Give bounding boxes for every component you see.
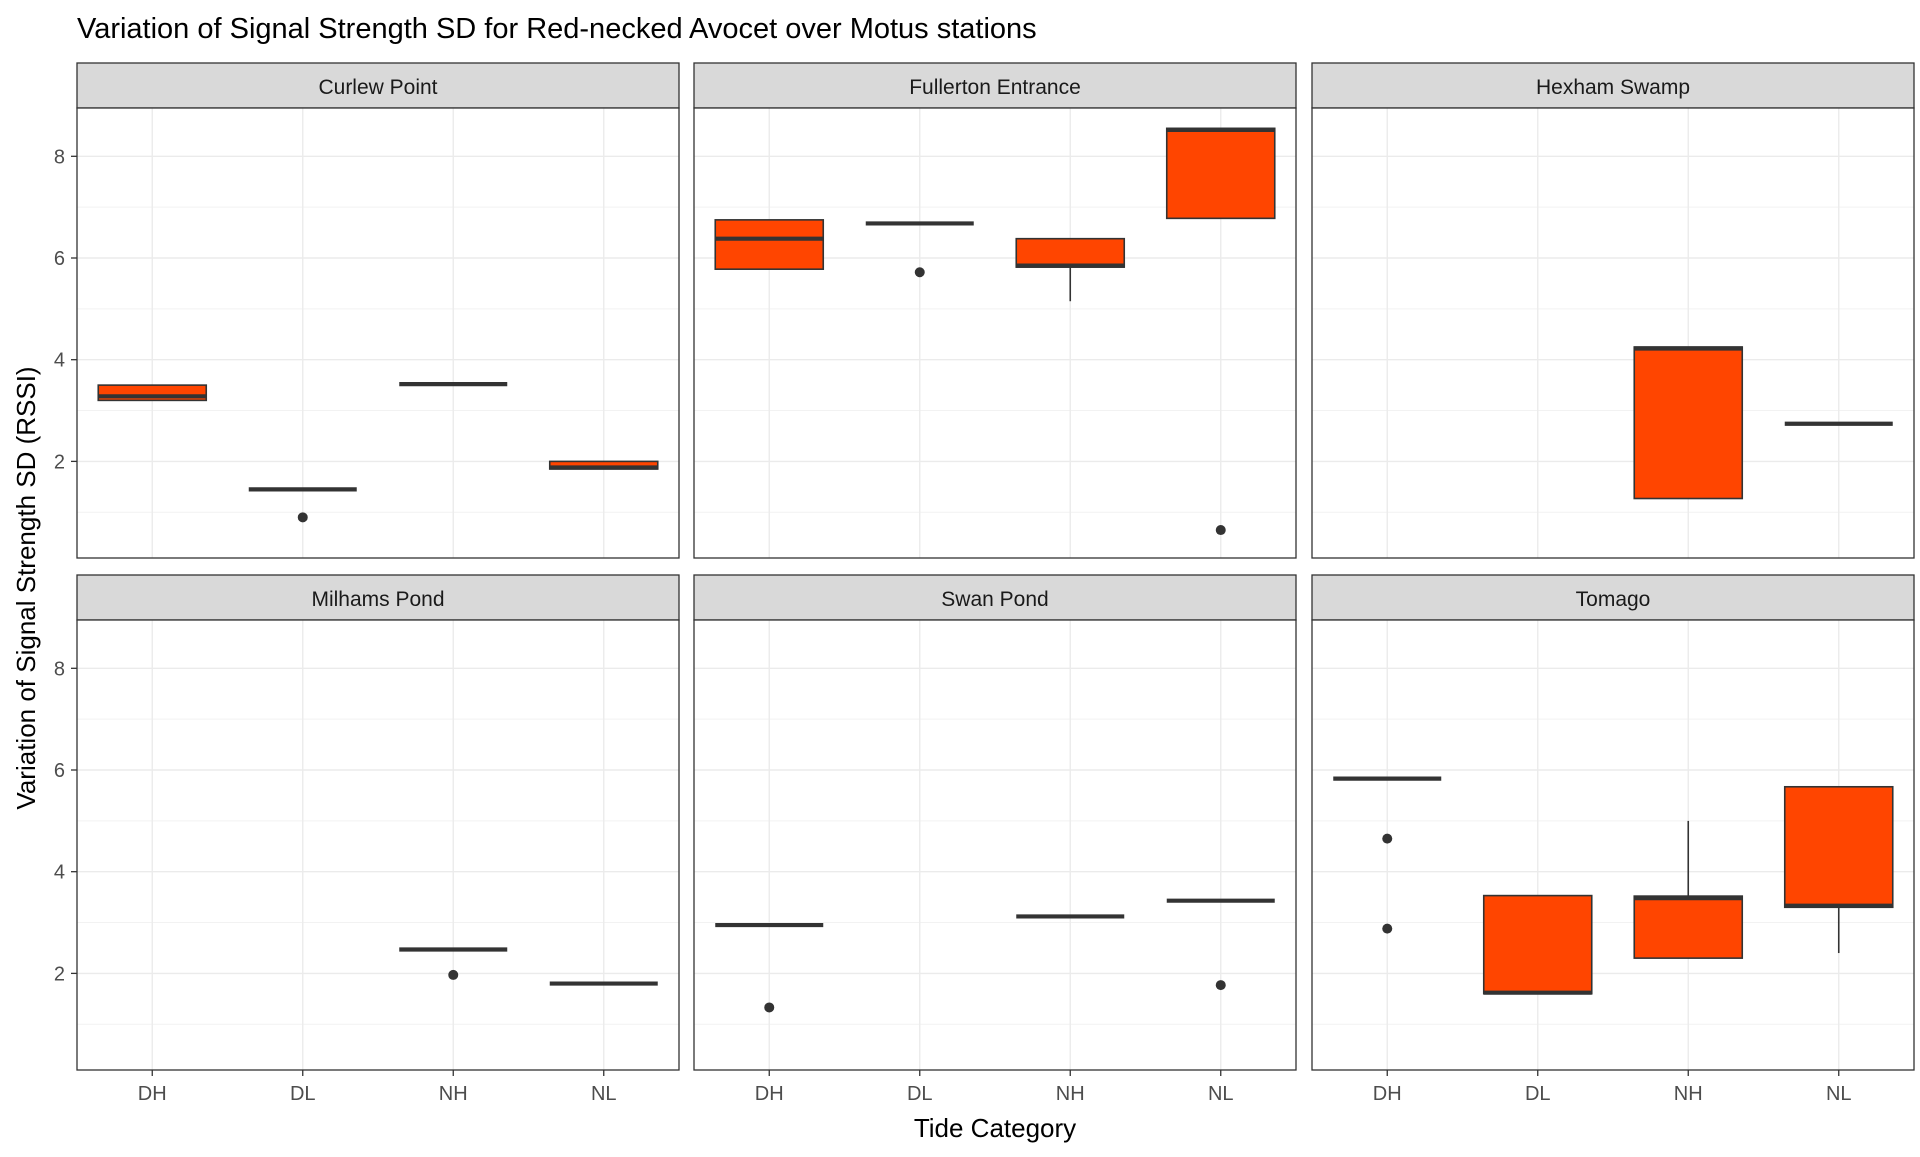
y-tick-label: 6 [54, 760, 65, 782]
facet-strip-label: Fullerton Entrance [909, 76, 1081, 99]
boxplot-nl [1783, 785, 1894, 954]
y-tick-label: 8 [54, 658, 65, 680]
facet-strip-label: Tomago [1576, 588, 1651, 611]
facet-panel: Curlew Point 2 4 6 8 [54, 62, 680, 559]
x-tick-label: NH [439, 1083, 468, 1105]
boxplot-dh [714, 219, 825, 270]
x-tick-label: NH [1674, 1083, 1703, 1105]
facet-strip-label: Hexham Swamp [1536, 76, 1690, 99]
y-tick-label: 2 [54, 451, 65, 473]
y-axis-title: Variation of Signal Strength SD (RSSI) [11, 366, 41, 809]
boxplot-dl [248, 487, 357, 523]
panel-background [77, 620, 679, 1070]
outlier-point [1382, 923, 1393, 934]
facet-strip-label: Swan Pond [941, 588, 1048, 611]
outlier-point [764, 1002, 775, 1013]
y-tick-label: 4 [54, 350, 65, 372]
boxplot-dl [865, 221, 974, 278]
facet-strip [1311, 574, 1915, 621]
x-tick-label: DL [1525, 1083, 1551, 1105]
facet-panel: Tomago DH DL NH NL [1311, 574, 1915, 1105]
y-tick-label: 4 [54, 862, 65, 884]
box-iqr [1633, 895, 1744, 959]
facet-strip [693, 574, 1297, 621]
box-iqr [1015, 237, 1126, 268]
box-iqr [1783, 785, 1894, 909]
x-tick-label: DH [138, 1083, 167, 1105]
x-tick-label: DH [1373, 1083, 1402, 1105]
y-tick-label: 6 [54, 248, 65, 270]
facet-strip [76, 574, 680, 621]
facet-panels: Curlew Point 2 4 6 8 Fullerton Entrance Hexham… [54, 62, 1915, 1105]
box-iqr [714, 219, 825, 270]
box-iqr [1165, 127, 1276, 220]
y-tick-label: 8 [54, 146, 65, 168]
boxplot-nh [399, 947, 508, 980]
outlier-point [297, 512, 308, 523]
box-iqr [1482, 894, 1593, 995]
y-tick-label: 2 [54, 963, 65, 985]
x-tick-label: NH [1056, 1083, 1085, 1105]
facet-strip-label: Milhams Pond [311, 588, 444, 611]
boxplot-dl [1482, 894, 1593, 995]
x-axis-title: Tide Category [914, 1113, 1076, 1143]
outlier-point [1215, 525, 1226, 536]
panel-border [1311, 619, 1915, 1071]
facet-strip [1311, 62, 1915, 109]
panel-background [694, 620, 1296, 1070]
box-iqr [1633, 346, 1744, 500]
panel-border [1311, 107, 1915, 559]
facet-panel: Fullerton Entrance [693, 62, 1297, 559]
outlier-point [914, 267, 925, 278]
facet-strip [76, 62, 680, 109]
facet-strip-label: Curlew Point [318, 76, 437, 99]
boxplot-dh [1333, 776, 1442, 934]
panel-border [693, 619, 1297, 1071]
panel-border [76, 619, 680, 1071]
boxplot-dh [715, 922, 824, 1013]
facet-panel: Milhams Pond 2 4 6 8 DH DL NH NL [54, 574, 680, 1105]
boxplot-nl [1166, 898, 1275, 991]
x-tick-label: NL [591, 1083, 617, 1105]
boxplot-nh [1015, 237, 1126, 302]
x-tick-label: DL [907, 1083, 933, 1105]
x-tick-label: DH [755, 1083, 784, 1105]
chart-title: Variation of Signal Strength SD for Red-… [77, 13, 1037, 45]
boxplot-nh [1633, 820, 1744, 959]
boxplot-nh [1633, 346, 1744, 500]
boxplot-nl [1165, 127, 1276, 536]
panel-background [1312, 108, 1914, 558]
x-tick-label: DL [290, 1083, 316, 1105]
outlier-point [1215, 980, 1226, 991]
panel-border [693, 107, 1297, 559]
facet-strip [693, 62, 1297, 109]
x-tick-label: NL [1826, 1083, 1852, 1105]
outlier-point [1382, 833, 1393, 844]
boxplot-dh [97, 384, 208, 402]
facet-panel: Swan Pond DH DL NH NL [693, 574, 1297, 1105]
panel-border [76, 107, 680, 559]
facet-panel: Hexham Swamp [1311, 62, 1915, 559]
boxplot-nl [548, 460, 659, 470]
outlier-point [448, 969, 459, 980]
x-tick-label: NL [1208, 1083, 1234, 1105]
panel-background [77, 108, 679, 558]
